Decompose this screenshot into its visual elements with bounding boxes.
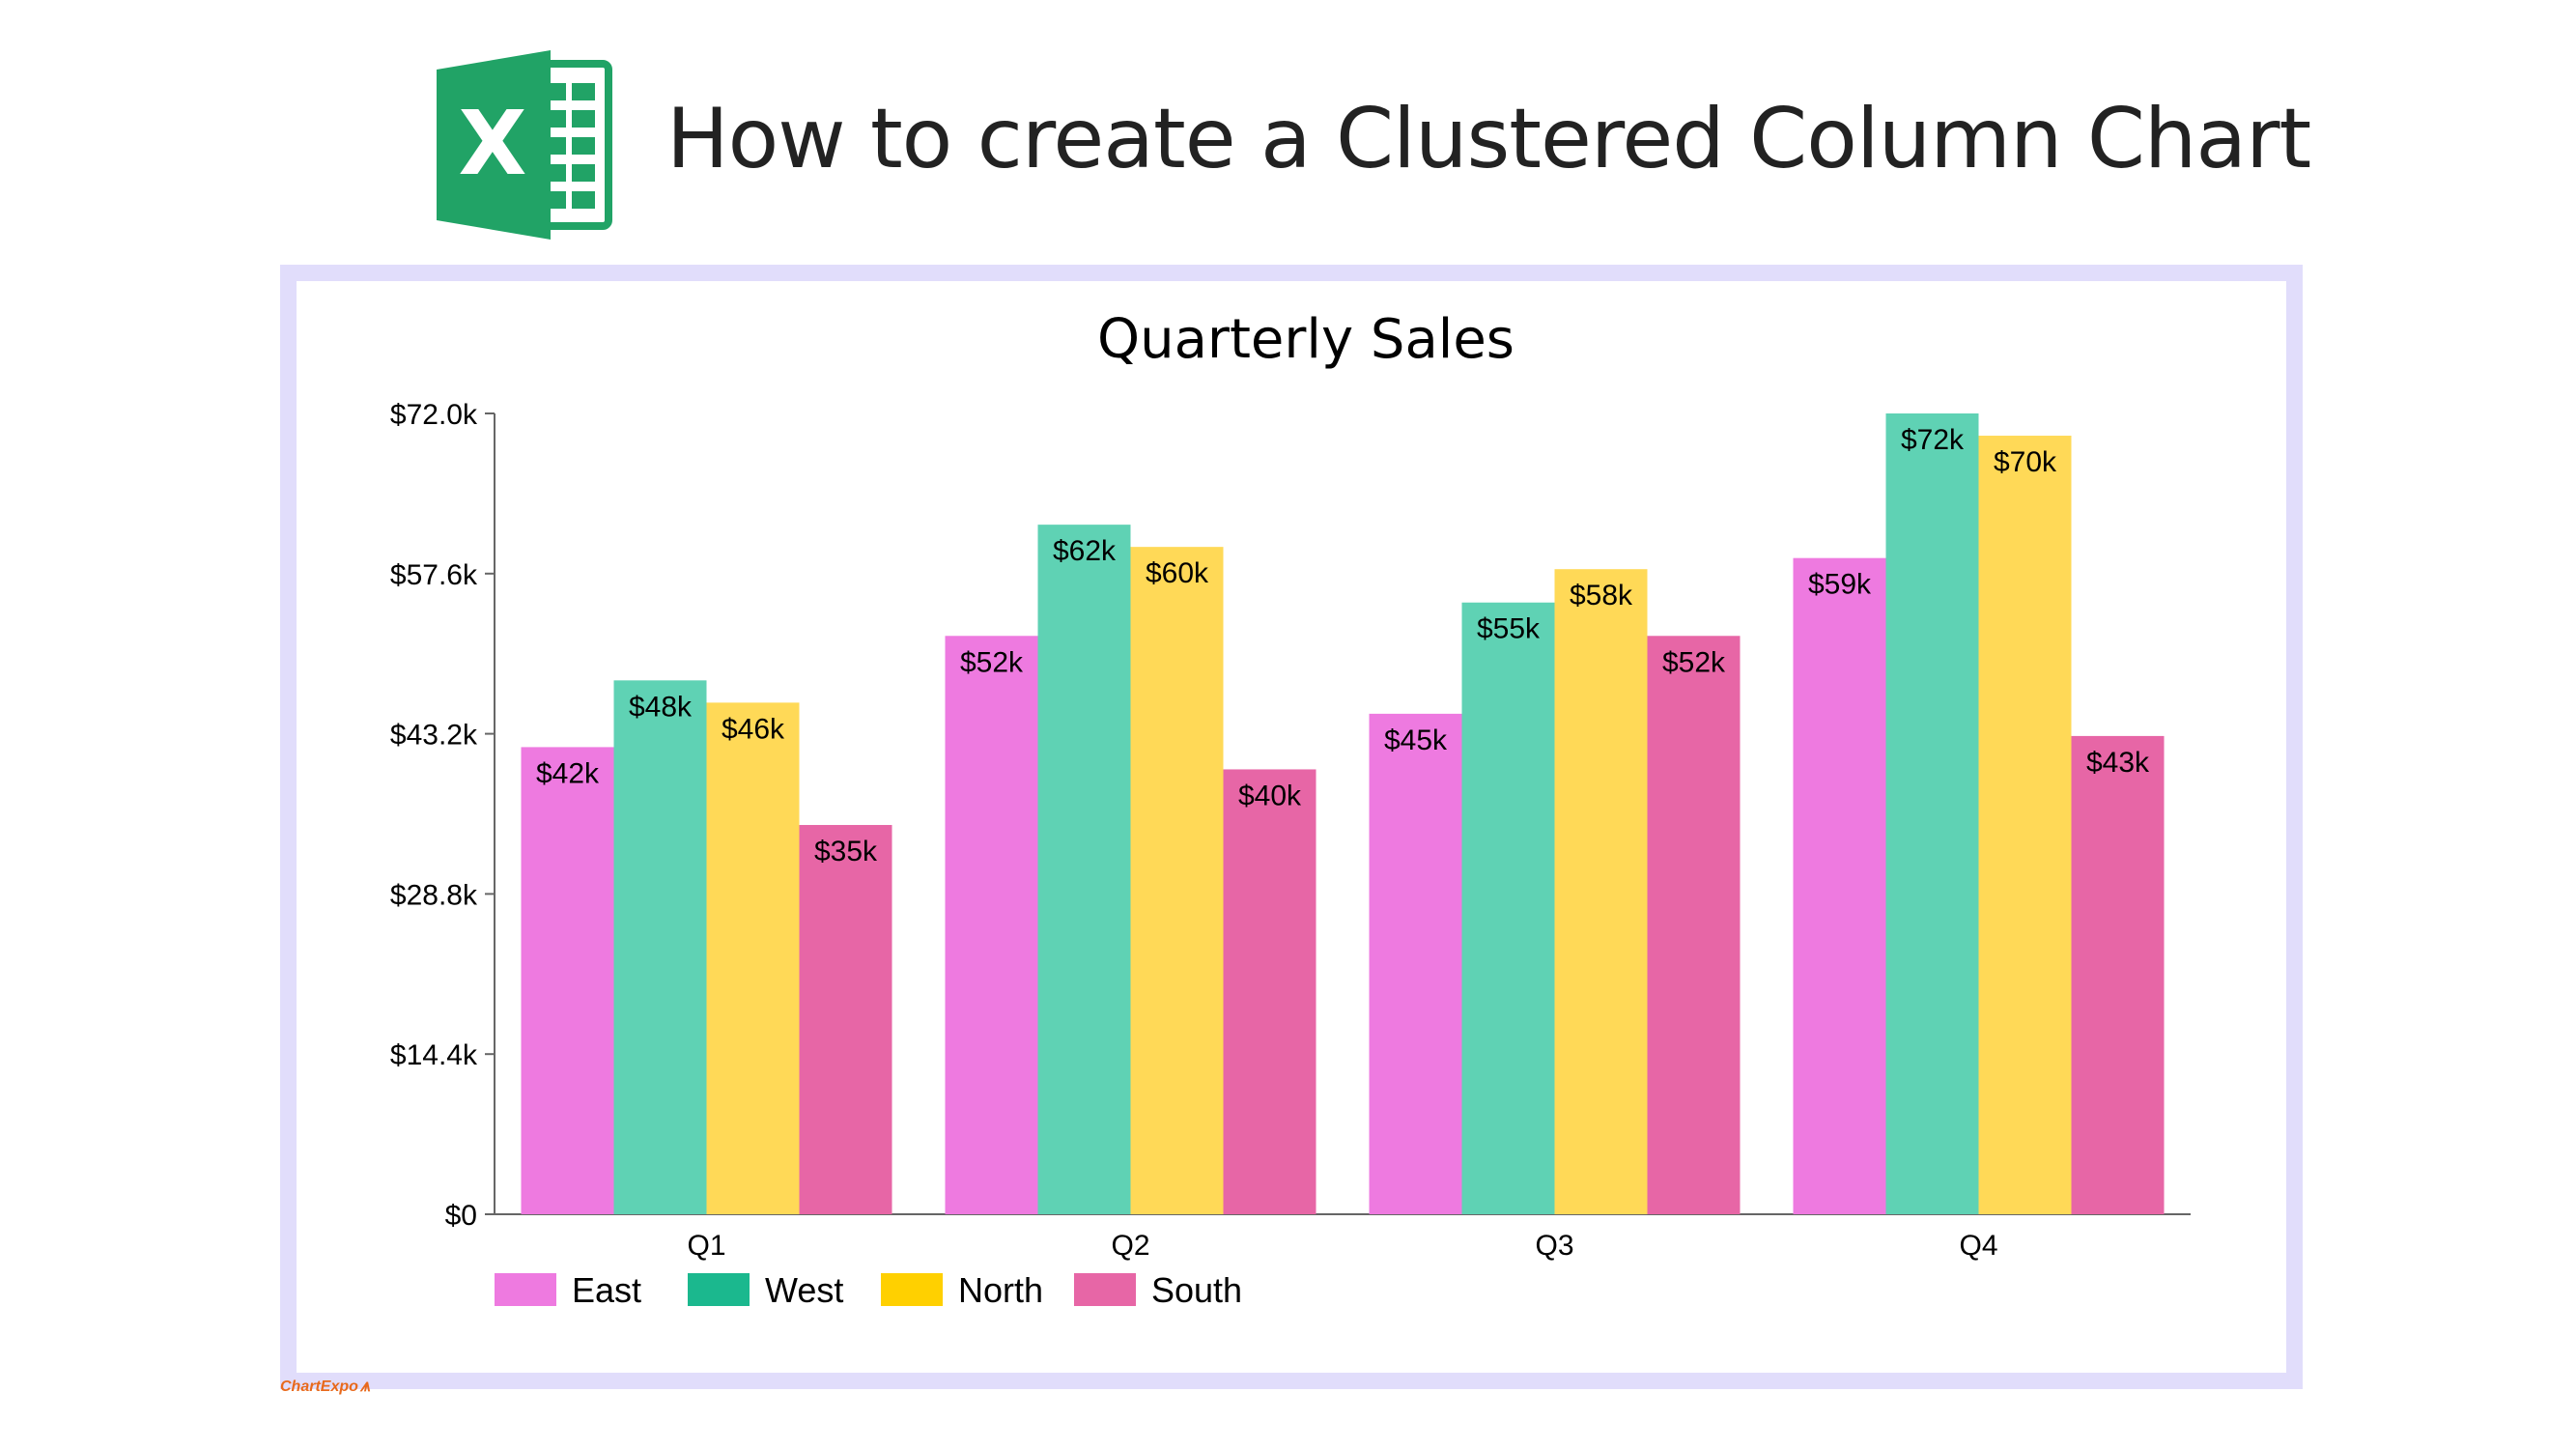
- y-tick-label: $28.8k: [390, 879, 478, 911]
- page-title: How to create a Clustered Column Chart: [666, 91, 2311, 187]
- y-axis: $0 $14.4k $28.8k $43.2k $57.6k $72.0k: [390, 399, 495, 1232]
- chartexpo-icon: ⩚: [359, 1376, 371, 1395]
- y-tick-label: $57.6k: [390, 559, 478, 591]
- data-label: $59k: [1808, 569, 1872, 601]
- y-tick-label: $0: [445, 1200, 477, 1232]
- legend: East West North South: [495, 1270, 1242, 1310]
- header: X How to create a Clustered Column Chart: [0, 0, 2576, 251]
- bar-east-q1: [521, 747, 614, 1214]
- data-label: $72k: [1901, 424, 1965, 456]
- x-tick-label: Q3: [1535, 1230, 1573, 1262]
- bar-south-q2: [1223, 769, 1316, 1214]
- data-label: $42k: [536, 757, 600, 789]
- bar-west-q3: [1461, 602, 1555, 1214]
- bar-east-q2: [945, 636, 1038, 1214]
- bar-west-q2: [1037, 525, 1131, 1214]
- data-label: $40k: [1238, 780, 1302, 811]
- data-label: $52k: [1662, 646, 1726, 678]
- bar-north-q1: [706, 702, 800, 1214]
- bar-west-q4: [1885, 413, 1979, 1214]
- data-label: $70k: [1994, 446, 2057, 478]
- bar-north-q2: [1130, 547, 1224, 1214]
- y-tick-label: $14.4k: [390, 1039, 478, 1071]
- x-tick-label: Q4: [1959, 1230, 1997, 1262]
- legend-label-south: South: [1151, 1270, 1242, 1310]
- legend-swatch-south: [1074, 1273, 1136, 1306]
- excel-icon: X: [437, 50, 612, 240]
- bar-west-q1: [613, 680, 707, 1214]
- data-label: $52k: [960, 646, 1024, 678]
- chartexpo-brand: ChartExpo ⩚: [280, 1376, 370, 1396]
- data-label: $62k: [1053, 535, 1117, 567]
- excel-logo-letter: X: [459, 92, 527, 195]
- data-label: $55k: [1477, 613, 1541, 645]
- data-label: $43k: [2086, 747, 2150, 779]
- y-tick-label: $43.2k: [390, 720, 478, 752]
- data-label: $35k: [814, 836, 878, 867]
- bar-south-q4: [2071, 735, 2165, 1214]
- bars: $42k $48k $46k $35k $52k $62k $60k $40k $45k $55k…: [521, 413, 2165, 1214]
- x-tick-label: Q2: [1111, 1230, 1149, 1262]
- data-label: $46k: [722, 713, 785, 745]
- data-label: $60k: [1146, 557, 1209, 589]
- x-axis: Q1 Q2 Q3 Q4: [495, 1213, 2191, 1262]
- legend-label-north: North: [958, 1270, 1043, 1310]
- bar-south-q3: [1647, 636, 1741, 1214]
- bar-east-q3: [1369, 713, 1462, 1214]
- brand-text: ChartExpo: [280, 1378, 358, 1395]
- legend-label-east: East: [572, 1270, 641, 1310]
- bar-east-q4: [1793, 557, 1886, 1214]
- legend-swatch-west: [688, 1273, 750, 1306]
- legend-swatch-north: [881, 1273, 943, 1306]
- chart-title: Quarterly Sales: [1097, 308, 1514, 371]
- legend-swatch-east: [495, 1273, 556, 1306]
- y-tick-label: $72.0k: [390, 399, 478, 431]
- x-tick-label: Q1: [687, 1230, 725, 1262]
- data-label: $58k: [1570, 580, 1633, 611]
- bar-north-q3: [1554, 569, 1648, 1214]
- legend-label-west: West: [765, 1270, 843, 1310]
- bar-south-q1: [799, 825, 892, 1214]
- bar-north-q4: [1978, 436, 2072, 1214]
- data-label: $48k: [629, 691, 693, 723]
- data-label: $45k: [1384, 724, 1448, 756]
